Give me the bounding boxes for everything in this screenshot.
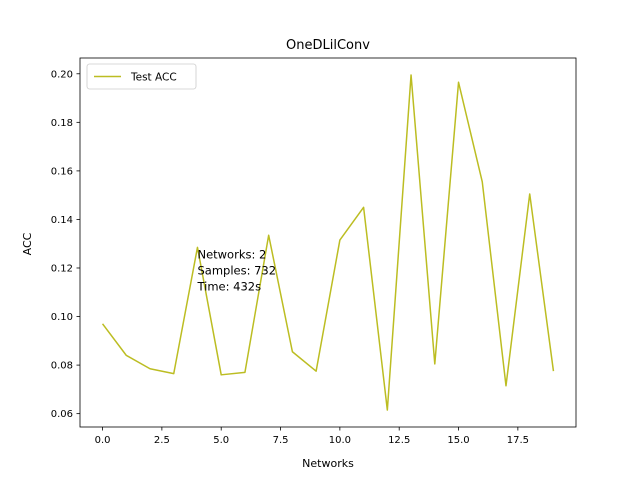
chart-title: OneDLilConv — [286, 38, 370, 53]
x-tick-label: 17.5 — [507, 435, 529, 446]
y-tick-label: 0.14 — [51, 215, 73, 226]
annotation-line: Networks: 2 — [197, 247, 266, 261]
axes-frame — [79, 57, 577, 428]
y-tick-label: 0.20 — [51, 69, 73, 80]
annotation-line: Time: 432s — [196, 279, 261, 293]
y-axis-label: ACC — [21, 232, 34, 255]
y-tick-label: 0.16 — [51, 166, 73, 177]
x-tick-label: 10.0 — [329, 435, 351, 446]
annotation-text: Networks: 2 Samples: 732 Time: 432s — [196, 247, 276, 293]
x-axis-label: Networks — [302, 457, 354, 470]
y-tick-label: 0.06 — [51, 409, 73, 420]
y-tick-label: 0.10 — [51, 312, 73, 323]
x-tick-label: 7.5 — [273, 435, 289, 446]
y-tick-label: 0.08 — [51, 361, 73, 372]
y-tick-label: 0.12 — [51, 263, 73, 274]
legend-label: Test ACC — [130, 72, 177, 84]
legend: Test ACC — [86, 63, 197, 90]
x-tick-label: 0.0 — [95, 435, 111, 446]
series-line-test-acc — [101, 74, 555, 411]
plot-area: 0.0 2.5 5.0 7.5 10.0 12.5 15.0 17.5 0.06 0.08 0.10… — [51, 57, 577, 446]
y-tick-label: 0.18 — [51, 118, 73, 129]
x-tick-label: 15.0 — [447, 435, 469, 446]
x-tick-label: 5.0 — [213, 435, 229, 446]
x-tick-label: 12.5 — [388, 435, 410, 446]
x-tick-label: 2.5 — [154, 435, 170, 446]
legend-box — [86, 63, 197, 90]
annotation-line: Samples: 732 — [197, 263, 276, 277]
